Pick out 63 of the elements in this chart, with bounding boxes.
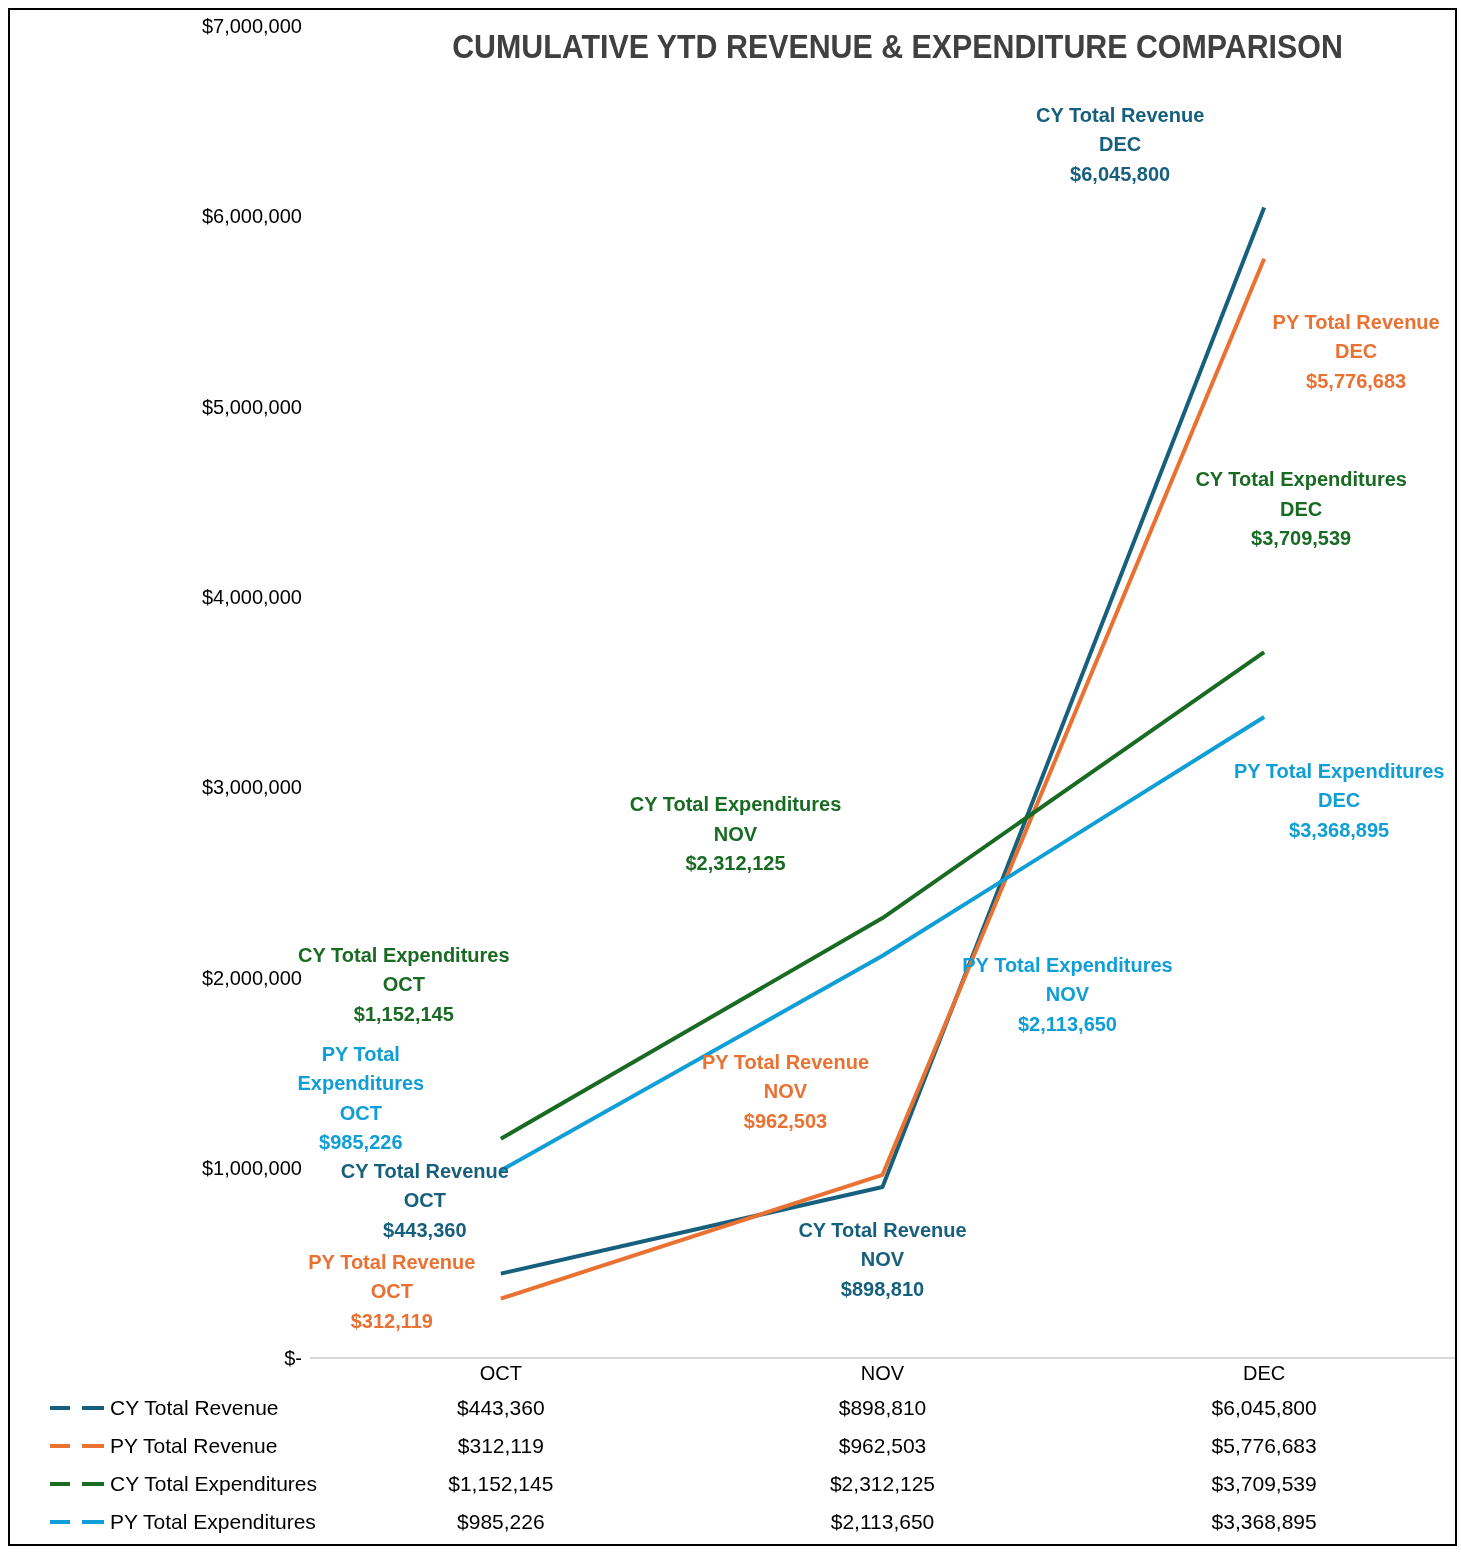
text: CY Total Expenditures <box>298 943 510 966</box>
y-tick-label: $7,000,000 <box>201 15 302 38</box>
data-label: $5,776,683 <box>1210 1434 1318 1458</box>
data-label: $898,810 <box>837 1396 928 1420</box>
legend-label: CY Total Revenue <box>110 1396 279 1420</box>
text: PY Total Revenue <box>701 1050 870 1073</box>
text: CY Total Expenditures <box>1195 468 1407 491</box>
text: CY Total Revenue <box>1036 103 1205 126</box>
text: $6,045,800 <box>1070 162 1171 185</box>
y-tick-label: $2,000,000 <box>201 966 302 989</box>
x-tick-label: NOV <box>860 1362 905 1385</box>
y-tick-label: $5,000,000 <box>201 395 302 418</box>
text: $5,776,683 <box>1306 369 1407 392</box>
data-label: $985,226 <box>456 1510 546 1534</box>
text: $2,113,650 <box>1018 1012 1117 1035</box>
chart-title: CUMULATIVE YTD REVENUE & EXPENDITURE COMPARISON <box>451 28 1344 66</box>
category-label: DEC <box>1335 340 1378 363</box>
text: $2,312,125 <box>685 852 786 875</box>
x-tick-label: DEC <box>1243 1362 1286 1385</box>
category-label: NOV <box>763 1080 808 1103</box>
text: PY Total Revenue <box>1272 310 1440 333</box>
text: CY Total Expenditures <box>629 793 842 816</box>
text: $1,152,145 <box>353 1002 454 1025</box>
text: $3,368,895 <box>1289 818 1390 841</box>
category-label: OCT <box>403 1189 446 1212</box>
data-label: $3,368,895 <box>1210 1510 1318 1534</box>
legend-label: CY Total Expenditures <box>110 1472 318 1496</box>
category-label: NOV <box>1045 983 1090 1006</box>
text: PY Total Expenditures <box>1233 759 1445 782</box>
y-tick-label: $6,000,000 <box>201 205 302 228</box>
category-label: DEC <box>1099 133 1142 156</box>
data-label: $2,312,125 <box>828 1472 937 1496</box>
text: CY Total Revenue <box>798 1218 967 1241</box>
data-label: $2,113,650 <box>829 1510 936 1534</box>
y-tick-label: $- <box>284 1347 302 1370</box>
data-label: $3,709,539 <box>1210 1472 1318 1496</box>
text: PY Total Revenue <box>308 1250 476 1273</box>
x-tick-label: OCT <box>479 1362 522 1385</box>
legend-label: PY Total Expenditures <box>110 1510 316 1534</box>
category-label: OCT <box>382 973 425 996</box>
text: $443,360 <box>383 1218 467 1241</box>
data-label: $443,360 <box>456 1396 546 1420</box>
text: CY Total Revenue <box>340 1159 509 1182</box>
y-tick-label: $1,000,000 <box>201 1156 302 1179</box>
y-tick-label: $3,000,000 <box>201 776 302 799</box>
text: $898,810 <box>840 1277 925 1300</box>
data-label: $312,119 <box>456 1434 545 1458</box>
text: $3,709,539 <box>1251 527 1352 550</box>
text: $962,503 <box>743 1109 828 1132</box>
legend-label: PY Total Revenue <box>110 1434 278 1458</box>
category-label: OCT <box>339 1101 382 1124</box>
data-label: $6,045,800 <box>1210 1396 1318 1420</box>
category-label: NOV <box>860 1248 905 1271</box>
data-label: $1,152,145 <box>447 1472 555 1496</box>
y-tick-label: $4,000,000 <box>201 585 302 608</box>
text: $312,119 <box>350 1309 433 1332</box>
category-label: DEC <box>1318 789 1361 812</box>
data-label: $962,503 <box>837 1434 928 1458</box>
text: PY Total Expenditures <box>297 1042 425 1095</box>
category-label: NOV <box>713 822 758 845</box>
category-label: DEC <box>1280 497 1323 520</box>
category-label: OCT <box>370 1280 413 1303</box>
text: $985,226 <box>319 1131 403 1154</box>
